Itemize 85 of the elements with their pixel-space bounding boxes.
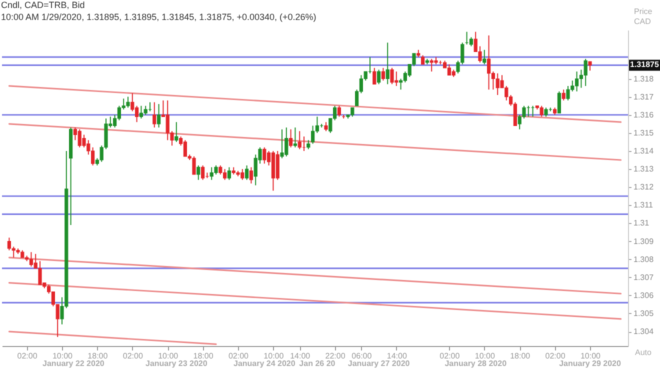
x-tick-label: 10:00 [158, 352, 179, 360]
x-tick-label: 02:00 [17, 352, 38, 360]
text: January 28 2020 [444, 359, 508, 368]
y-tick-label: 1.307 [634, 272, 654, 282]
candlestick [126, 96, 130, 108]
y-axis-title: Price CAD [634, 7, 653, 26]
x-tick-label: 02:00 [122, 352, 144, 360]
candlestick [540, 105, 544, 118]
candlestick [144, 105, 148, 116]
candlestick [298, 130, 302, 150]
candlestick [386, 42, 390, 85]
candlestick [82, 134, 86, 148]
chart-subtitle: 10:00 AM 1/29/2020, 1.31895, 1.31895, 1.31845, 1.31875, +0.00340, (+0.26%) [1, 12, 316, 22]
x-tick-label: 10:00 [264, 352, 284, 360]
candlestick [381, 67, 385, 82]
y-tick-label: 1.316 [634, 110, 654, 120]
y-tick-label: 1.314 [634, 146, 654, 156]
candlestick [421, 54, 425, 65]
x-tick-label: 02:00 [228, 352, 250, 360]
x-tick-label: 10:00 [580, 352, 602, 360]
x-tick-label: 10:00 [474, 352, 496, 360]
candlestick [174, 122, 178, 142]
x-tick-label: 10:00 [52, 352, 74, 360]
candlestick [38, 260, 42, 286]
y-tick-label: 1.306 [634, 290, 654, 300]
candlestick [245, 164, 249, 180]
chart-title: Cndl, CAD=TRB, Bid [1, 0, 85, 10]
candlestick [566, 85, 570, 101]
candlestick [372, 67, 376, 85]
candlestick [218, 164, 222, 175]
candlestick [227, 166, 231, 180]
candlestick [557, 90, 561, 114]
text: January 22 2020 [42, 359, 105, 368]
candlestick [249, 166, 253, 184]
candlestick [311, 125, 315, 144]
y-tick-label: 1.312 [634, 182, 654, 192]
x-tick-label: 02:00 [440, 352, 460, 360]
candlestick [293, 127, 297, 148]
y-tick-label: 1.317 [634, 92, 654, 102]
text: Auto [635, 348, 652, 357]
candlestick [280, 128, 284, 159]
candlestick [469, 36, 473, 47]
text: January 27 2020 [348, 359, 410, 368]
y-tick-label: 1.305 [634, 308, 654, 318]
candlestick [390, 67, 394, 85]
x-tick-label: 06:00 [352, 352, 372, 360]
candlestick [562, 89, 566, 101]
text: January 24 2020 [233, 359, 296, 368]
x-tick-label: 18:00 [193, 352, 214, 360]
candlestick [487, 34, 491, 90]
y-tick-label: 1.313 [634, 164, 654, 174]
y-tick-label: 1.31 [634, 218, 650, 228]
candlestick [306, 140, 310, 150]
candlestick [377, 69, 381, 85]
candlestick [337, 105, 341, 118]
candlestick [196, 164, 200, 180]
candlestick [262, 146, 266, 164]
y-tick-label: 1.309 [634, 236, 654, 246]
candlestick [192, 156, 196, 175]
text: January 29 2020 [559, 359, 622, 368]
text: Jan 26 20 [299, 359, 336, 368]
y-tick-label: 1.315 [634, 128, 654, 138]
candlestick [157, 104, 161, 128]
candlestick [214, 164, 218, 175]
candlestick [324, 122, 328, 132]
candlestick [482, 49, 486, 65]
x-tick-label: 14:00 [386, 352, 408, 360]
text: January 23 2020 [145, 359, 208, 368]
y-tick-label: 1.308 [634, 254, 654, 264]
x-tick-label: 02:00 [545, 352, 566, 360]
x-tick-label: 14:00 [290, 352, 311, 360]
candlestick [544, 107, 548, 118]
y-tick-label: 1.304 [634, 327, 654, 336]
candlestick [152, 102, 156, 128]
candlestick [588, 61, 592, 72]
x-tick-label: 22:00 [325, 352, 346, 360]
y-tick-label: 1.311 [634, 200, 654, 210]
x-tick-label: 18:00 [88, 352, 108, 360]
candlestick [201, 164, 205, 180]
candlestick [276, 150, 280, 180]
candlestick [584, 58, 588, 86]
x-tick-label: 18:00 [510, 352, 531, 360]
candlestick [289, 128, 293, 148]
y-tick-label: 1.318 [634, 74, 654, 84]
ref-line-label: 1.31875 [630, 60, 660, 70]
